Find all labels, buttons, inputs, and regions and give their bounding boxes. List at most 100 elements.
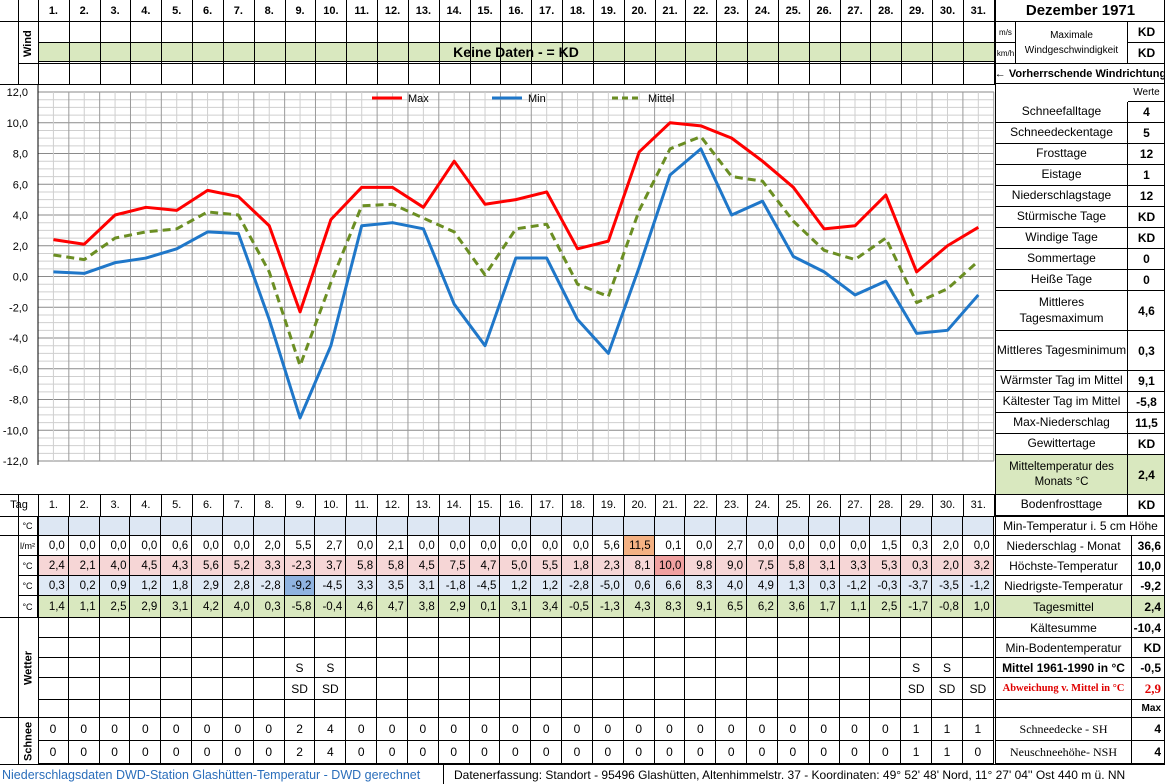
table-cell: 1,3 (777, 576, 809, 596)
table-cell (438, 516, 470, 536)
table-cell (932, 618, 963, 638)
unit-kmh: km/h (996, 43, 1016, 64)
table-cell: 1,8 (562, 556, 593, 576)
table-cell (562, 618, 593, 638)
table-cell: 4,5 (407, 556, 439, 576)
table-cell (38, 516, 69, 536)
table-cell: 0 (623, 718, 655, 741)
grid-line (500, 494, 501, 516)
table-cell (407, 700, 439, 718)
table-cell: 2,9 (130, 596, 162, 618)
grid-line (315, 494, 316, 516)
grid-line (439, 494, 440, 516)
table-cell (500, 700, 532, 718)
table-cell: 0 (438, 741, 470, 764)
header-day-label: 10. (323, 5, 339, 17)
table-cell (562, 658, 593, 678)
table-day-label: 2. (79, 499, 89, 511)
grid-line (531, 0, 532, 84)
table-cell (901, 638, 933, 658)
table-cell: 0 (747, 718, 778, 741)
table-cell (407, 516, 439, 536)
table-cell: 0 (377, 718, 408, 741)
header-day-label: 20. (631, 5, 647, 17)
table-cell: 0 (962, 741, 994, 764)
grid-line (500, 0, 501, 84)
table-cell (932, 516, 963, 536)
table-cell (654, 516, 686, 536)
table-cell: 1 (901, 741, 933, 764)
stat-label: Niederschlagstage (996, 186, 1128, 206)
grid-line (38, 494, 39, 764)
table-cell: 1 (901, 718, 933, 741)
grid-line (716, 494, 717, 516)
table-cell (222, 638, 254, 658)
table-cell: -1,2 (962, 576, 994, 596)
table-cell: SD (315, 678, 347, 700)
stat-value: 5 (1143, 126, 1150, 140)
table-cell (870, 700, 902, 718)
table-cell (346, 678, 378, 700)
stat-value: -5,8 (1136, 395, 1157, 409)
grid-line (100, 494, 101, 516)
table-cell: 5,6 (592, 536, 624, 556)
table-cell (192, 618, 223, 638)
bottom-stat-label: Niederschlag - Monat (996, 536, 1132, 556)
table-cell: 0 (469, 718, 501, 741)
table-day-label: 24. (754, 499, 771, 511)
stat-value: 4,6 (1138, 303, 1155, 318)
grid-line (963, 494, 964, 516)
stat-label: Gewittertage (996, 434, 1128, 454)
table-cell (130, 618, 162, 638)
grid-line (0, 516, 1165, 517)
table-cell: 4,3 (161, 556, 193, 576)
table-cell (808, 618, 840, 638)
table-cell: 0,1 (469, 596, 501, 618)
table-cell: 0 (377, 741, 408, 764)
table-cell (685, 516, 717, 536)
header-day-label: 14. (446, 5, 462, 17)
table-cell (562, 678, 593, 700)
table-cell: 0 (562, 718, 593, 741)
table-cell (99, 658, 131, 678)
table-cell: 0 (562, 741, 593, 764)
grid-line (0, 535, 996, 536)
table-cell (685, 638, 717, 658)
table-cell: 0 (68, 718, 100, 741)
table-cell: -0,5 (562, 596, 593, 618)
table-cell (99, 516, 131, 536)
table-cell: 0,0 (346, 536, 378, 556)
table-cell: 0,3 (253, 596, 285, 618)
table-cell: 5,8 (377, 556, 408, 576)
table-cell (99, 638, 131, 658)
stat-row: Niederschlagstage 12 (996, 186, 1165, 207)
stat-value: KD (1137, 437, 1156, 451)
table-day-label: 30. (939, 499, 956, 511)
bottom-stat-value: 2,4 (1132, 596, 1165, 618)
y-tick-label: -12,0 (3, 456, 28, 468)
table-cell: 0 (685, 741, 717, 764)
table-cell: 4,0 (99, 556, 131, 576)
stat-value: 0 (1143, 252, 1150, 266)
grid-line (593, 494, 594, 516)
header-day-label: 26. (816, 5, 832, 17)
table-cell (623, 618, 655, 638)
table-cell (870, 678, 902, 700)
table-cell: 4 (315, 718, 347, 741)
table-cell (438, 638, 470, 658)
table-cell: 4,2 (192, 596, 223, 618)
stat-row: Mitteltemperatur des Monats °C 2,4 (996, 455, 1165, 495)
table-cell: 0,0 (685, 536, 717, 556)
table-cell (222, 516, 254, 536)
table-cell (407, 638, 439, 658)
table-cell: S (901, 658, 933, 678)
table-day-label: 19. (600, 499, 616, 511)
table-cell: 2,0 (932, 556, 963, 576)
table-cell: 0 (407, 741, 439, 764)
table-cell: 0,0 (68, 536, 100, 556)
header-day-label: 21. (662, 5, 678, 17)
table-cell: 2,7 (716, 536, 748, 556)
table-cell (38, 700, 69, 718)
table-cell (777, 658, 809, 678)
table-cell (315, 700, 347, 718)
